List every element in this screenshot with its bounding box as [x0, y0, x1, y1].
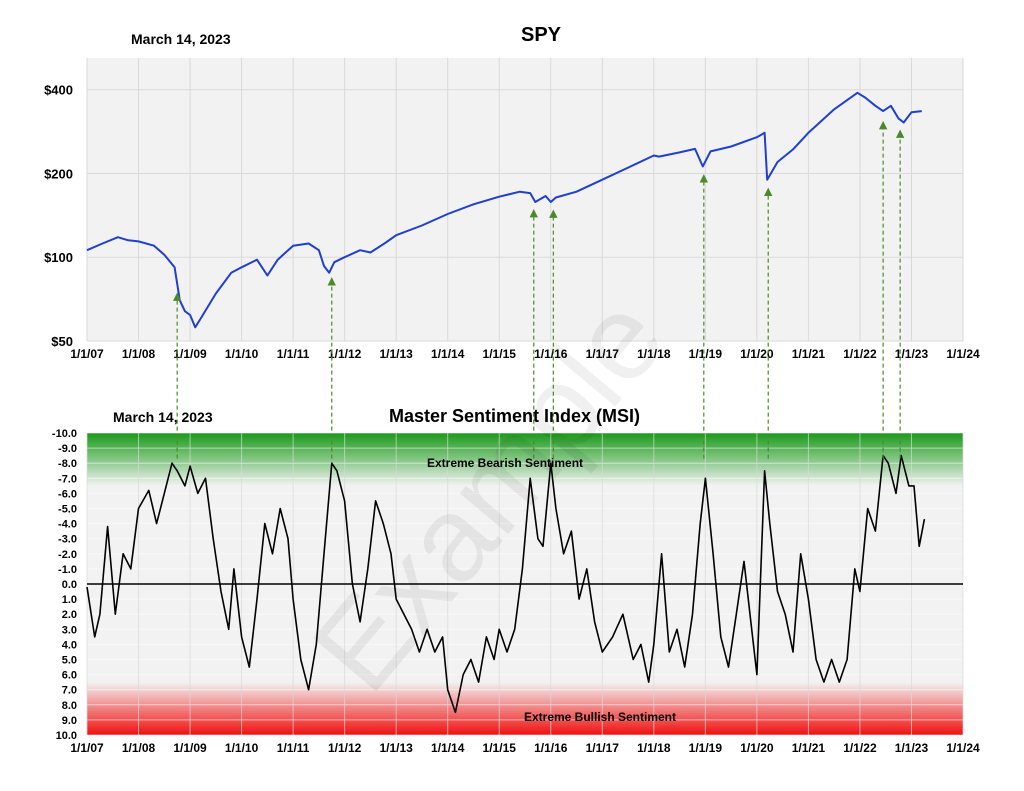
msi-y-tick-label: 1.0	[62, 594, 77, 606]
msi-x-tick-label: 1/1/07	[70, 741, 104, 755]
msi-x-tick-label: 1/1/21	[792, 741, 826, 755]
spy-y-tick-label: $50	[51, 334, 73, 349]
msi-x-tick-label: 1/1/11	[277, 741, 310, 755]
spy-x-tick-label: 1/1/11	[277, 347, 310, 361]
spy-x-tick-label: 1/1/19	[689, 347, 723, 361]
msi-y-tick-label: 0.0	[62, 579, 77, 591]
msi-chart: -10.0 -9.0 -8.0 -7.0 -6.0 -5.0 -4.0 -3.0 -2.0 -1.…	[52, 428, 980, 755]
msi-y-tick-label: 7.0	[62, 685, 77, 697]
spy-x-tick-label: 1/1/17	[586, 347, 620, 361]
bearish-zone-label: Extreme Bearish Sentiment	[427, 456, 583, 470]
msi-y-tick-label: -5.0	[58, 504, 77, 516]
msi-y-tick-label: 6.0	[62, 670, 77, 682]
msi-x-tick-label: 1/1/13	[379, 741, 413, 755]
spy-y-tick-label: $400	[44, 83, 73, 98]
spy-y-tick-label: $100	[44, 250, 73, 265]
msi-y-tick-label: 3.0	[62, 624, 77, 636]
spy-x-tick-label: 1/1/09	[173, 347, 207, 361]
signal-arrows	[172, 120, 905, 459]
spy-price-line	[86, 91, 922, 329]
msi-x-tick-label: 1/1/15	[483, 741, 517, 755]
msi-y-tick-label: -1.0	[58, 564, 77, 576]
msi-chart-title: Master Sentiment Index (MSI)	[389, 406, 641, 426]
spy-x-tick-label: 1/1/14	[431, 347, 465, 361]
spy-x-tick-label: 1/1/08	[122, 347, 156, 361]
spy-x-tick-label: 1/1/22	[843, 347, 877, 361]
spy-x-tick-label: 1/1/10	[225, 347, 259, 361]
msi-y-tick-label: -2.0	[58, 549, 77, 561]
msi-x-tick-label: 1/1/09	[173, 741, 207, 755]
spy-x-tick-label: 1/1/24	[946, 347, 980, 361]
bullish-zone	[87, 682, 963, 735]
msi-x-tick-label: 1/1/08	[122, 741, 156, 755]
spy-x-tick-label: 1/1/20	[740, 347, 774, 361]
spy-x-tick-label: 1/1/21	[792, 347, 826, 361]
msi-y-tick-label: -8.0	[58, 458, 77, 470]
spy-report-date: March 14, 2023	[131, 31, 231, 47]
msi-y-tick-label: 4.0	[62, 639, 77, 651]
msi-x-tick-label: 1/1/22	[843, 741, 877, 755]
spy-x-tick-label: 1/1/15	[483, 347, 517, 361]
spy-x-tick-label: 1/1/23	[895, 347, 929, 361]
msi-x-tick-label: 1/1/17	[586, 741, 620, 755]
msi-x-tick-label: 1/1/20	[740, 741, 774, 755]
msi-y-tick-label: 8.0	[62, 700, 77, 712]
msi-y-tick-label: 9.0	[62, 715, 77, 727]
msi-x-tick-label: 1/1/10	[225, 741, 259, 755]
msi-y-tick-label: -9.0	[58, 443, 77, 455]
msi-y-tick-label: -3.0	[58, 534, 77, 546]
msi-y-tick-label: -10.0	[52, 428, 77, 440]
spy-x-tick-label: 1/1/07	[70, 347, 104, 361]
spy-x-tick-label: 1/1/16	[534, 347, 568, 361]
msi-y-tick-label: 2.0	[62, 609, 77, 621]
msi-x-tick-label: 1/1/18	[637, 741, 671, 755]
msi-x-tick-label: 1/1/24	[946, 741, 980, 755]
bullish-zone-label: Extreme Bullish Sentiment	[524, 710, 676, 724]
msi-x-tick-label: 1/1/19	[689, 741, 723, 755]
msi-y-tick-label: -6.0	[58, 488, 77, 500]
spy-chart: 1/1/07 1/1/08 1/1/09 1/1/10 1/1/11 1/1/12 1/1/…	[44, 58, 980, 361]
spy-chart-title: SPY	[520, 24, 562, 46]
msi-y-tick-label: -4.0	[58, 519, 77, 531]
spy-x-tick-label: 1/1/18	[637, 347, 671, 361]
spy-x-tick-label: 1/1/12	[328, 347, 362, 361]
msi-x-tick-label: 1/1/12	[328, 741, 362, 755]
spy-x-tick-label: 1/1/13	[379, 347, 413, 361]
spy-y-tick-label: $200	[44, 166, 73, 181]
msi-x-tick-label: 1/1/16	[534, 741, 568, 755]
msi-x-tick-label: 1/1/23	[895, 741, 929, 755]
msi-x-tick-label: 1/1/14	[431, 741, 465, 755]
msi-report-date: March 14, 2023	[113, 409, 213, 425]
msi-y-tick-label: 5.0	[62, 655, 77, 667]
msi-y-tick-label: -7.0	[58, 473, 77, 485]
msi-line	[86, 454, 926, 714]
msi-y-tick-label: 10.0	[56, 730, 77, 742]
spy-plot-area	[87, 58, 963, 341]
bearish-zone	[87, 433, 963, 486]
